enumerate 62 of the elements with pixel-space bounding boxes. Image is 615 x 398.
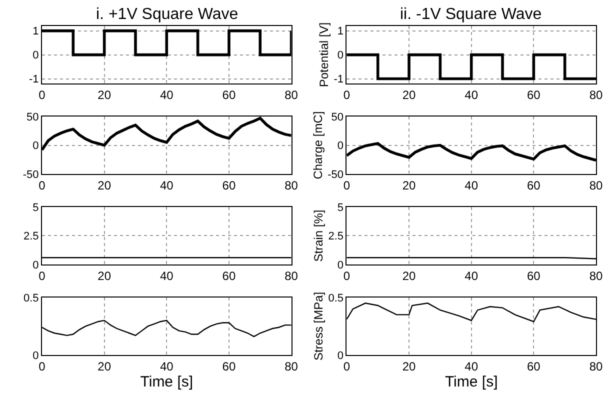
x-tick-label: 20 bbox=[402, 268, 416, 283]
x-tick-label: 80 bbox=[589, 268, 603, 283]
x-tick-label: 60 bbox=[222, 268, 236, 283]
x-tick-label: 60 bbox=[527, 268, 541, 283]
x-tick-label: 20 bbox=[402, 88, 416, 102]
y-tick-label: 0 bbox=[337, 350, 344, 362]
x-tick-label: 60 bbox=[222, 359, 236, 374]
x-tick-label: 60 bbox=[222, 88, 236, 102]
x-tick-label: 80 bbox=[284, 88, 298, 102]
x-tick-label: 40 bbox=[160, 88, 174, 102]
y-tick-label: 0.5 bbox=[24, 292, 39, 304]
x-tick-label: 40 bbox=[160, 359, 174, 374]
y-tick-label: -1 bbox=[29, 74, 39, 86]
y-tick-label: 0 bbox=[32, 50, 39, 62]
x-tick-label: 40 bbox=[160, 178, 174, 192]
y-axis-title: Strain [%] bbox=[312, 210, 326, 262]
x-tick-label: 80 bbox=[284, 178, 298, 192]
chart-title: ii. -1V Square Wave bbox=[400, 6, 542, 23]
y-tick-label: -50 bbox=[328, 168, 344, 181]
x-tick-label: 40 bbox=[464, 88, 478, 102]
y-tick-label: 5 bbox=[337, 202, 344, 214]
y-axis-title: Potential [V] bbox=[317, 22, 332, 88]
x-tick-label: 80 bbox=[284, 359, 298, 374]
y-tick-label: 0 bbox=[337, 259, 344, 272]
x-tick-label: 40 bbox=[160, 268, 174, 283]
x-tick-label: 80 bbox=[284, 268, 298, 283]
x-tick-label: 40 bbox=[464, 359, 478, 374]
y-tick-label: 0 bbox=[32, 140, 39, 152]
y-axis-title: Charge [mC] bbox=[310, 111, 325, 180]
x-tick-label: 20 bbox=[98, 359, 112, 374]
y-tick-label: -1 bbox=[334, 74, 344, 86]
x-tick-label: 60 bbox=[222, 178, 236, 192]
x-tick-label: 20 bbox=[402, 178, 416, 192]
x-tick-label: 60 bbox=[527, 359, 541, 374]
y-tick-label: 50 bbox=[331, 111, 344, 124]
x-tick-label: 60 bbox=[527, 178, 541, 192]
y-tick-label: 0 bbox=[32, 350, 39, 362]
y-tick-label: 50 bbox=[26, 111, 39, 124]
y-tick-label: -50 bbox=[22, 168, 39, 181]
y-tick-label: 2.5 bbox=[24, 230, 39, 243]
y-tick-label: 2.5 bbox=[328, 230, 344, 243]
chart-title: i. +1V Square Wave bbox=[96, 6, 238, 23]
y-tick-label: 5 bbox=[32, 202, 39, 214]
x-axis-title: Time [s] bbox=[444, 373, 498, 390]
x-tick-label: 20 bbox=[98, 178, 112, 192]
x-tick-label: 20 bbox=[98, 88, 112, 102]
y-tick-label: 0 bbox=[337, 50, 344, 62]
y-tick-label: 0 bbox=[337, 140, 344, 152]
x-tick-label: 20 bbox=[98, 268, 112, 283]
y-tick-label: 0.5 bbox=[328, 292, 344, 304]
x-tick-label: 20 bbox=[402, 359, 416, 374]
x-tick-label: 80 bbox=[589, 359, 603, 374]
y-tick-label: 0 bbox=[32, 259, 39, 272]
x-tick-label: 40 bbox=[464, 268, 478, 283]
x-tick-label: 60 bbox=[527, 88, 541, 102]
x-axis-title: Time [s] bbox=[140, 373, 194, 390]
y-axis-title: Stress [MPa] bbox=[312, 292, 326, 361]
y-tick-label: 1 bbox=[337, 26, 344, 38]
x-tick-label: 80 bbox=[589, 88, 603, 102]
y-tick-label: 1 bbox=[32, 26, 39, 38]
x-tick-label: 40 bbox=[464, 178, 478, 192]
x-tick-label: 80 bbox=[589, 178, 603, 192]
